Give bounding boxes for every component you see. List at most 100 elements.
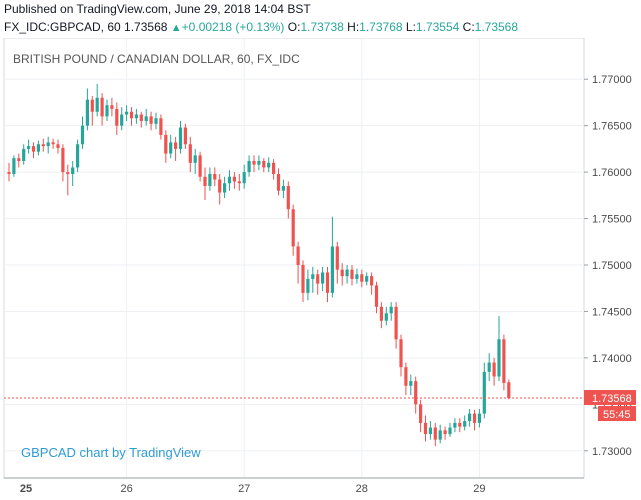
x-tick-label: 26 bbox=[120, 483, 132, 495]
candle-body bbox=[291, 209, 295, 247]
x-tick-label: 28 bbox=[356, 483, 368, 495]
candle-body bbox=[12, 158, 16, 174]
x-tick-label: 27 bbox=[238, 483, 250, 495]
candle-body bbox=[7, 172, 11, 174]
candle-body bbox=[502, 339, 506, 383]
candle-body bbox=[472, 413, 477, 423]
candle-body bbox=[301, 265, 305, 293]
candle-body bbox=[468, 413, 472, 422]
candle-body bbox=[208, 173, 212, 187]
y-tick-label: 1.76500 bbox=[592, 121, 632, 133]
y-tick-label: 1.73000 bbox=[592, 446, 632, 458]
low-value: 1.73554 bbox=[415, 20, 460, 34]
open-label: O: bbox=[287, 20, 301, 34]
candle-body bbox=[36, 144, 40, 152]
y-tick-label: 1.74000 bbox=[592, 353, 632, 365]
candle-body bbox=[267, 162, 271, 168]
candle-body bbox=[321, 272, 325, 284]
up-triangle-icon: ▲ bbox=[170, 22, 182, 34]
candle-body bbox=[355, 274, 359, 279]
candle-body bbox=[80, 125, 85, 145]
change-value: +0.00218 (+0.13%) bbox=[181, 20, 285, 34]
candle-body bbox=[242, 172, 246, 184]
candle-body bbox=[335, 246, 339, 270]
candle-body bbox=[262, 160, 266, 168]
candle-body bbox=[306, 278, 310, 293]
candle-body bbox=[404, 367, 408, 386]
candle-body bbox=[345, 269, 349, 277]
y-tick-label: 1.76000 bbox=[592, 167, 632, 179]
last-price-badge bbox=[584, 390, 636, 406]
candles[interactable] bbox=[7, 83, 511, 447]
candle-body bbox=[85, 99, 89, 126]
candle-body bbox=[414, 381, 418, 405]
candle-body bbox=[394, 306, 398, 340]
candle-body bbox=[409, 381, 413, 386]
candle-body bbox=[428, 427, 432, 435]
candle-body bbox=[232, 176, 236, 182]
low-label: L: bbox=[405, 20, 416, 34]
candle-body bbox=[95, 97, 99, 112]
candle-body bbox=[311, 274, 315, 279]
candle-body bbox=[183, 127, 187, 145]
candle-body bbox=[100, 97, 104, 117]
candle-body bbox=[419, 404, 423, 423]
candle-body bbox=[296, 246, 300, 265]
last-price: 1.73568 bbox=[124, 20, 168, 34]
candle-body bbox=[51, 142, 55, 145]
countdown-badge bbox=[598, 406, 636, 422]
candle-body bbox=[188, 144, 192, 163]
last-price-label: 1.73568 bbox=[592, 393, 632, 405]
candle-body bbox=[129, 111, 134, 119]
candle-body bbox=[164, 134, 168, 154]
close-label: C: bbox=[462, 20, 475, 34]
candle-body bbox=[213, 173, 217, 180]
candle-body bbox=[31, 146, 36, 152]
candle-body bbox=[325, 272, 330, 293]
candle-body bbox=[276, 173, 281, 191]
candle-body bbox=[272, 162, 276, 174]
watermark-link[interactable]: GBPCAD chart by TradingView bbox=[21, 445, 201, 460]
candle-body bbox=[125, 111, 129, 115]
candle-body bbox=[448, 427, 452, 435]
candle-body bbox=[281, 186, 285, 191]
candle-body bbox=[203, 176, 207, 187]
candle-body bbox=[453, 422, 457, 428]
candle-body bbox=[90, 99, 94, 112]
candle-body bbox=[330, 246, 334, 293]
candle-body bbox=[463, 421, 467, 427]
candle-body bbox=[56, 144, 60, 148]
candle-body bbox=[223, 183, 227, 193]
candle-body bbox=[350, 269, 354, 279]
candle-body bbox=[399, 339, 403, 368]
candle-body bbox=[487, 362, 491, 372]
candle-body bbox=[389, 306, 393, 314]
candle-body bbox=[61, 147, 65, 173]
candle-body bbox=[286, 186, 290, 210]
price-axis[interactable]: 1.730001.735001.740001.745001.750001.755… bbox=[584, 74, 632, 458]
candle-body bbox=[374, 285, 379, 307]
candle-body bbox=[198, 155, 202, 177]
candle-body bbox=[247, 160, 251, 173]
open-value: 1.73738 bbox=[300, 20, 344, 34]
countdown-label: 55:45 bbox=[603, 409, 631, 421]
price-chart[interactable]: 1.730001.735001.740001.745001.750001.755… bbox=[0, 38, 641, 500]
candle-body bbox=[27, 146, 31, 149]
quote-bar: FX_IDC:GBPCAD, 60 1.73568 ▲+0.00218 (+0.… bbox=[4, 20, 518, 34]
candle-body bbox=[76, 144, 80, 168]
candle-body bbox=[71, 167, 75, 174]
candle-body bbox=[218, 179, 222, 193]
candle-body bbox=[257, 160, 261, 165]
candle-body bbox=[46, 142, 50, 147]
published-caption: Published on TradingView.com, June 29, 2… bbox=[4, 2, 311, 16]
time-axis[interactable]: 25 26 27 28 29 bbox=[4, 477, 584, 495]
high-label: H: bbox=[347, 20, 360, 34]
candle-body bbox=[149, 116, 153, 124]
candle-body bbox=[178, 127, 183, 149]
candle-body bbox=[379, 306, 383, 321]
candle-body bbox=[134, 114, 138, 119]
candle-body bbox=[477, 413, 481, 423]
y-tick-label: 1.77000 bbox=[592, 74, 632, 86]
candle-body bbox=[139, 114, 143, 122]
candle-body bbox=[66, 172, 70, 174]
